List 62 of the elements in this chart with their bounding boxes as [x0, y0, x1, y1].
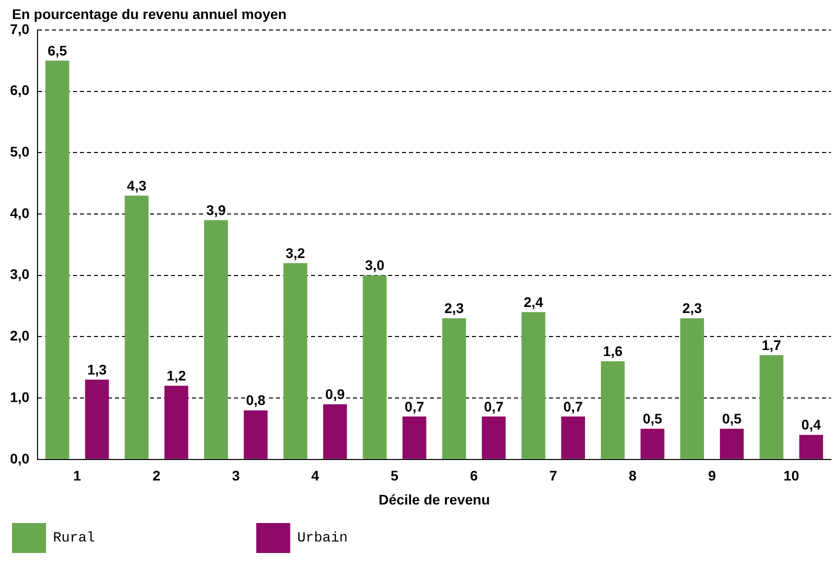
data-label: 0,5	[722, 410, 742, 427]
data-label: 0,7	[404, 398, 424, 414]
bar	[522, 312, 546, 459]
bar	[362, 275, 387, 459]
x-tick-label: 5	[390, 468, 399, 484]
bar	[680, 318, 704, 459]
bar	[283, 263, 308, 459]
x-tick-label: 6	[470, 468, 478, 484]
y-tick-label: 6,0	[10, 82, 30, 98]
x-axis-title: Décile de revenu	[378, 491, 490, 508]
y-axis-title: En pourcentage du revenu annuel moyen	[12, 6, 287, 22]
y-tick-label: 7,0	[10, 20, 30, 37]
bar	[164, 386, 188, 459]
bar	[124, 196, 149, 459]
legend-label: Rural	[53, 530, 246, 547]
y-tick-label: 2,0	[10, 328, 30, 344]
legend-label: Urbain	[297, 530, 499, 547]
y-tick-label: 0,0	[10, 450, 30, 466]
data-label: 3,0	[364, 257, 385, 274]
bar	[720, 428, 744, 459]
data-label: 3,2	[286, 244, 306, 261]
bar	[482, 416, 506, 459]
data-label: 0,8	[246, 392, 266, 408]
bar	[442, 318, 466, 459]
bar	[323, 404, 347, 459]
y-tick-label: 1,0	[10, 388, 30, 405]
data-label: 0,4	[801, 416, 822, 433]
x-tick-label: 2	[152, 468, 161, 484]
data-label: 2,3	[682, 300, 702, 316]
data-label: 2,4	[524, 294, 544, 310]
bar	[45, 60, 70, 459]
data-label: 6,5	[48, 42, 68, 59]
bar	[600, 361, 625, 459]
data-label: 0,7	[563, 398, 584, 414]
data-label: 1,6	[603, 343, 623, 360]
x-tick-label: 7	[549, 468, 558, 484]
bar	[561, 416, 586, 459]
bar	[244, 410, 268, 459]
data-label: 2,3	[444, 300, 464, 316]
data-label: 1,7	[762, 336, 782, 353]
x-tick-label: 1	[73, 468, 82, 484]
bar	[799, 434, 824, 459]
data-label: 0,7	[484, 398, 504, 414]
y-tick-label: 4,0	[10, 204, 30, 221]
data-label: 4,3	[126, 177, 147, 194]
bar	[760, 355, 784, 459]
x-tick-label: 10	[784, 468, 800, 484]
x-tick-label: 9	[708, 468, 716, 484]
data-label: 0,5	[642, 410, 662, 427]
y-tick-label: 3,0	[10, 266, 30, 282]
y-tick-label: 5,0	[10, 144, 30, 160]
bar	[402, 416, 426, 459]
x-tick-label: 4	[311, 468, 320, 484]
data-label: 1,3	[87, 362, 107, 378]
data-label: 1,2	[166, 368, 186, 384]
bar	[204, 220, 228, 459]
x-tick-label: 3	[232, 468, 240, 484]
bar	[85, 380, 109, 459]
data-label: 3,9	[206, 202, 226, 218]
bar	[640, 428, 664, 459]
data-label: 0,9	[325, 386, 345, 402]
x-tick-label: 8	[628, 468, 637, 484]
